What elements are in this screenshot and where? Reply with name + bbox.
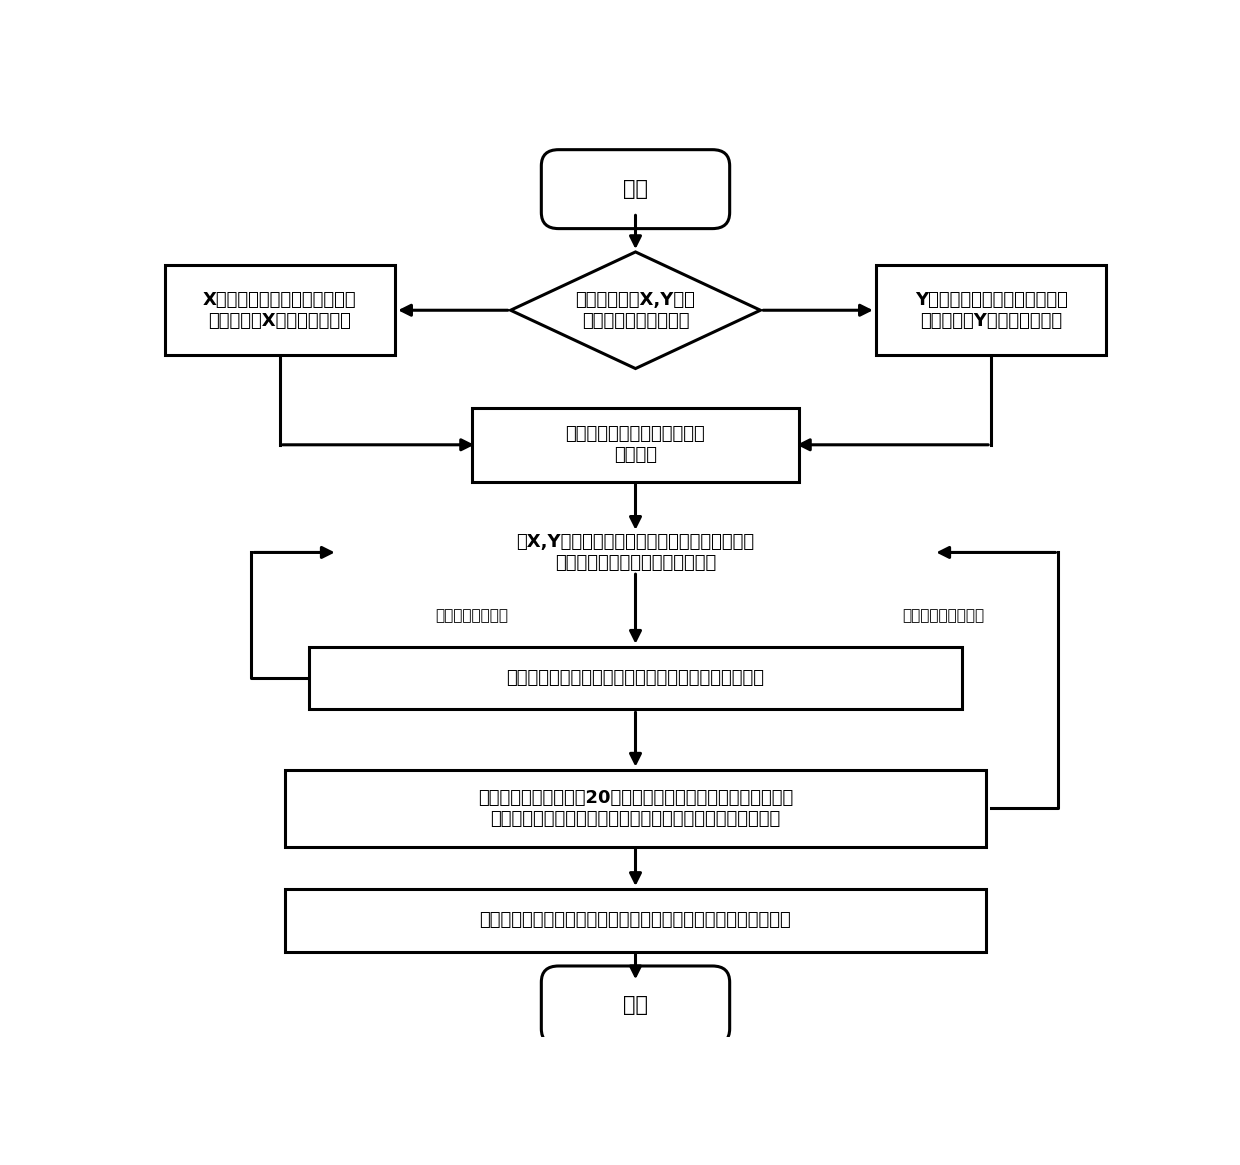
- Bar: [165, 266, 396, 355]
- Text: 无夹角超过设定阈值: 无夹角超过设定阈值: [901, 608, 985, 623]
- Text: 将连续步长的高程值进行连续平滑，重新给车道线形点赋予高程值: 将连续步长的高程值进行连续平滑，重新给车道线形点赋予高程值: [480, 911, 791, 930]
- Text: 将所有形点按照顺序连线成折
的车道线: 将所有形点按照顺序连线成折 的车道线: [565, 425, 706, 464]
- Bar: [875, 266, 1106, 355]
- Text: 按X,Y维度计算车道线每相邻两点的连接线方向
与该车道线首尾点相连方向的夹角: 按X,Y维度计算车道线每相邻两点的连接线方向 与该车道线首尾点相连方向的夹角: [516, 534, 755, 572]
- Text: Y轴变化范围大，则车道线中所
有形点按照Y轴从小到大排序: Y轴变化范围大，则车道线中所 有形点按照Y轴从小到大排序: [915, 291, 1068, 330]
- FancyBboxPatch shape: [542, 149, 729, 228]
- Text: 夹角超过设定阈值: 夹角超过设定阈值: [435, 608, 508, 623]
- Text: X轴变化范围大，则车道线中所
有形点按照X轴从小到大排序: X轴变化范围大，则车道线中所 有形点按照X轴从小到大排序: [203, 291, 357, 330]
- Polygon shape: [511, 252, 760, 368]
- Bar: [309, 647, 962, 709]
- Bar: [472, 408, 799, 481]
- Text: 开始: 开始: [622, 179, 649, 199]
- Text: 结束: 结束: [622, 995, 649, 1016]
- Bar: [285, 770, 986, 847]
- Text: 沿任意车道线方向，以20米为步长，选取纵向道路面中的所有车
道线，滤除高程值离群的异常点，直到所有车道线都被滤取过: 沿任意车道线方向，以20米为步长，选取纵向道路面中的所有车 道线，滤除高程值离群…: [477, 789, 794, 827]
- Text: 删除相邻两点的尾点，并将该首点与下一个相邻点连接: 删除相邻两点的尾点，并将该首点与下一个相邻点连接: [506, 669, 765, 687]
- Text: 判定车道线中X,Y轴坐
标变化范围更大的轴向: 判定车道线中X,Y轴坐 标变化范围更大的轴向: [575, 291, 696, 330]
- Bar: [285, 889, 986, 952]
- FancyBboxPatch shape: [542, 966, 729, 1045]
